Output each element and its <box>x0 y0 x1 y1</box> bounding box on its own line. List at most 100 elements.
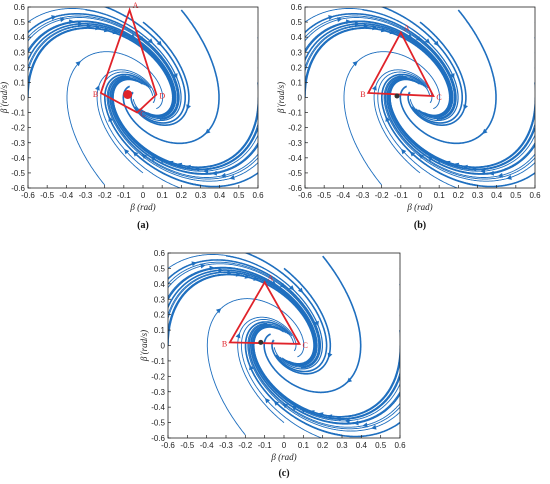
y-tick-label: 0.2 <box>14 63 26 72</box>
vertex-label: C <box>436 93 441 102</box>
flow-arrow <box>335 416 341 422</box>
x-tick-label: 0.6 <box>394 441 406 450</box>
flow-arrow <box>471 166 477 172</box>
x-tick-label: 0.5 <box>233 191 245 200</box>
streamline <box>112 78 258 169</box>
flow-arrow <box>389 29 395 35</box>
y-tick-label: 0.1 <box>291 78 303 87</box>
equilibrium-point <box>123 89 133 99</box>
streamline <box>168 273 315 365</box>
flow-arrow <box>138 36 145 42</box>
panel-caption: (a) <box>137 220 149 231</box>
streamline <box>305 7 463 124</box>
y-tick-label: -0.6 <box>151 434 165 443</box>
y-tick-label: -0.1 <box>151 357 165 366</box>
y-tick-label: -0.3 <box>288 139 302 148</box>
y-tick-label: -0.4 <box>11 154 25 163</box>
streamline <box>28 20 177 118</box>
flow-arrow <box>418 153 425 159</box>
flow-arrow <box>60 17 66 23</box>
x-tick-label: 0.3 <box>472 191 484 200</box>
streamline <box>168 253 328 373</box>
flow-arrow <box>337 17 343 23</box>
equilibrium-point <box>394 93 400 99</box>
equilibrium-point <box>258 339 264 345</box>
y-tick-label: 0 <box>298 94 303 103</box>
x-tick-label: 0.5 <box>510 191 522 200</box>
x-tick-label: 0 <box>282 441 287 450</box>
flow-arrow <box>482 128 488 134</box>
flow-arrow <box>112 29 118 35</box>
flow-arrow <box>253 276 259 281</box>
streamline <box>168 267 318 367</box>
streamline <box>271 267 332 375</box>
flow-arrow <box>121 31 127 37</box>
x-tick-label: -0.1 <box>394 191 408 200</box>
flow-arrow <box>108 116 114 122</box>
flow-arrow <box>463 104 468 110</box>
streamline <box>28 23 176 143</box>
flow-arrow <box>449 73 455 79</box>
flow-arrow <box>220 172 226 178</box>
streamlines <box>168 253 400 438</box>
flow-arrow <box>215 308 222 314</box>
flow-arrow <box>407 33 413 39</box>
x-tick-label: 0.1 <box>298 441 310 450</box>
x-tick-label: 0.4 <box>214 191 226 200</box>
streamline <box>130 21 190 126</box>
y-tick-label: -0.5 <box>11 169 25 178</box>
vertex-label: A <box>133 1 139 10</box>
flow-arrow <box>51 15 57 20</box>
streamline <box>305 13 457 188</box>
flow-arrow <box>262 278 268 283</box>
streamline <box>384 75 535 180</box>
streamline <box>263 255 362 394</box>
flow-arrow <box>353 420 359 426</box>
streamline <box>225 255 323 370</box>
flow-arrow <box>314 320 319 327</box>
y-axis-label: β̇ (rad/s) <box>276 82 286 114</box>
flow-arrow <box>415 36 422 42</box>
y-tick-label: -0.4 <box>288 154 302 163</box>
streamline <box>109 37 258 175</box>
x-tick-label: 0.3 <box>195 191 207 200</box>
y-tick-label: 0 <box>21 94 26 103</box>
x-tick-label: -0.6 <box>161 441 175 450</box>
streamline <box>240 319 400 438</box>
flow-arrow <box>186 104 191 110</box>
flow-arrow <box>264 398 271 404</box>
streamline <box>305 20 454 118</box>
streamline <box>111 67 258 170</box>
flow-arrow <box>141 153 148 159</box>
streamline <box>237 316 297 423</box>
x-tick-label: 0.5 <box>375 441 387 450</box>
x-tick-label: -0.2 <box>375 191 389 200</box>
streamline <box>381 74 478 186</box>
x-tick-label: -0.1 <box>258 441 272 450</box>
streamline <box>107 75 258 180</box>
x-tick-label: -0.5 <box>40 191 54 200</box>
flow-arrow <box>327 352 333 359</box>
x-tick-label: -0.5 <box>317 191 331 200</box>
streamline <box>168 269 317 392</box>
y-tick-label: -0.5 <box>151 419 165 428</box>
flow-arrow <box>497 172 503 178</box>
y-tick-label: -0.1 <box>11 109 25 118</box>
y-tick-label: 0.4 <box>14 33 26 42</box>
flow-arrow <box>205 128 211 134</box>
y-tick-label: 0.6 <box>154 249 166 258</box>
x-tick-label: -0.4 <box>336 191 350 200</box>
x-tick-label: -0.2 <box>98 191 112 200</box>
y-tick-label: 0.2 <box>154 311 166 320</box>
x-tick-label: 0.6 <box>529 191 541 200</box>
streamline <box>28 27 174 117</box>
streamline <box>28 24 175 117</box>
panel-b: A B C -0.6 -0.5 -0.4 -0.3 -0.2 -0.1 0 0.1 0.2 0.3 0.4… <box>276 3 541 231</box>
x-tick-label: 0.6 <box>252 191 264 200</box>
y-tick-label: -0.1 <box>288 109 302 118</box>
y-tick-label: 0.5 <box>14 18 26 27</box>
streamline <box>305 27 451 117</box>
x-tick-label: -0.4 <box>59 191 73 200</box>
x-tick-label: 0.4 <box>356 441 368 450</box>
flow-arrow <box>124 148 130 155</box>
